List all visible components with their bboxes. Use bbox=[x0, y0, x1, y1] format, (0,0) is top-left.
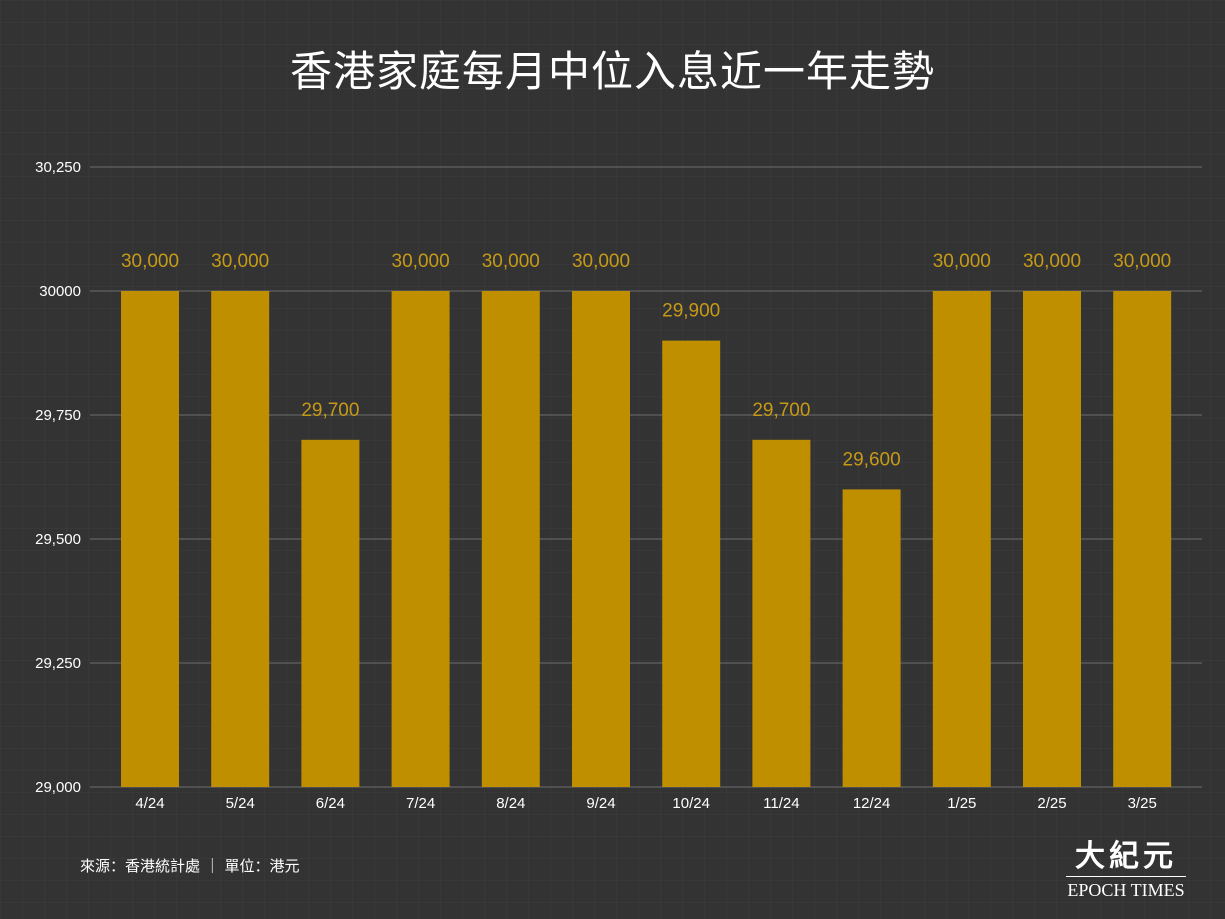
bar-chart: 30,000 30,000 29,700 30,000 30,000 30,000 29,9… bbox=[35, 159, 1202, 812]
y-tick-label: 29,750 bbox=[35, 407, 81, 424]
x-tick-label: 10/24 bbox=[672, 795, 710, 812]
y-tick-label: 30000 bbox=[39, 283, 81, 300]
y-tick-label: 30,250 bbox=[35, 159, 81, 176]
logo-english-text: EPOCH TIMES bbox=[1067, 880, 1185, 900]
x-tick-label: 12/24 bbox=[853, 795, 891, 812]
bar bbox=[121, 291, 179, 787]
x-tick-label: 7/24 bbox=[406, 795, 435, 812]
x-axis-ticks: 4/24 5/24 6/24 7/24 8/24 9/24 10/24 11/24 12/24 1… bbox=[135, 795, 1156, 812]
data-label: 29,700 bbox=[752, 400, 810, 421]
source-note: 來源：香港統計處 ｜ 單位：港元 bbox=[80, 857, 300, 875]
bar bbox=[211, 291, 270, 787]
x-tick-label: 4/24 bbox=[135, 795, 164, 812]
bar bbox=[932, 291, 991, 787]
y-tick-label: 29,000 bbox=[35, 779, 81, 796]
data-label: 30,000 bbox=[392, 251, 450, 272]
bars bbox=[121, 291, 1172, 787]
bar bbox=[662, 340, 721, 787]
x-tick-label: 1/25 bbox=[947, 795, 976, 812]
epoch-times-logo: 大紀元 EPOCH TIMES bbox=[1062, 840, 1190, 904]
y-axis-ticks: 29,000 29,250 29,500 29,750 30000 30,250 bbox=[35, 159, 81, 796]
x-tick-label: 5/24 bbox=[226, 795, 255, 812]
bar bbox=[1113, 291, 1172, 787]
bar bbox=[1023, 291, 1081, 787]
bar bbox=[301, 439, 360, 787]
data-label: 29,900 bbox=[662, 301, 720, 322]
data-label: 30,000 bbox=[1113, 251, 1171, 272]
x-tick-label: 8/24 bbox=[496, 795, 525, 812]
x-tick-label: 11/24 bbox=[763, 795, 799, 812]
bar bbox=[391, 291, 450, 787]
logo-chinese-text: 大紀元 bbox=[1075, 839, 1177, 874]
x-tick-label: 6/24 bbox=[316, 795, 345, 812]
bar bbox=[481, 291, 540, 787]
y-tick-label: 29,250 bbox=[35, 655, 81, 672]
x-tick-label: 3/25 bbox=[1128, 795, 1157, 812]
bar bbox=[752, 439, 811, 787]
chart-title: 香港家庭每月中位入息近一年走勢 bbox=[289, 47, 935, 96]
data-label: 30,000 bbox=[211, 251, 269, 272]
data-label: 29,600 bbox=[843, 449, 901, 470]
data-labels: 30,000 30,000 29,700 30,000 30,000 30,000 29,9… bbox=[121, 251, 1171, 470]
bar bbox=[572, 291, 630, 787]
data-label: 30,000 bbox=[572, 251, 630, 272]
data-label: 30,000 bbox=[121, 251, 179, 272]
data-label: 30,000 bbox=[1023, 251, 1081, 272]
gridlines bbox=[90, 166, 1202, 788]
data-label: 30,000 bbox=[933, 251, 991, 272]
x-tick-label: 9/24 bbox=[586, 795, 615, 812]
data-label: 30,000 bbox=[482, 251, 540, 272]
logo-divider bbox=[1066, 876, 1186, 877]
y-tick-label: 29,500 bbox=[35, 531, 81, 548]
bar bbox=[842, 489, 901, 787]
data-label: 29,700 bbox=[301, 400, 359, 421]
x-tick-label: 2/25 bbox=[1037, 795, 1066, 812]
